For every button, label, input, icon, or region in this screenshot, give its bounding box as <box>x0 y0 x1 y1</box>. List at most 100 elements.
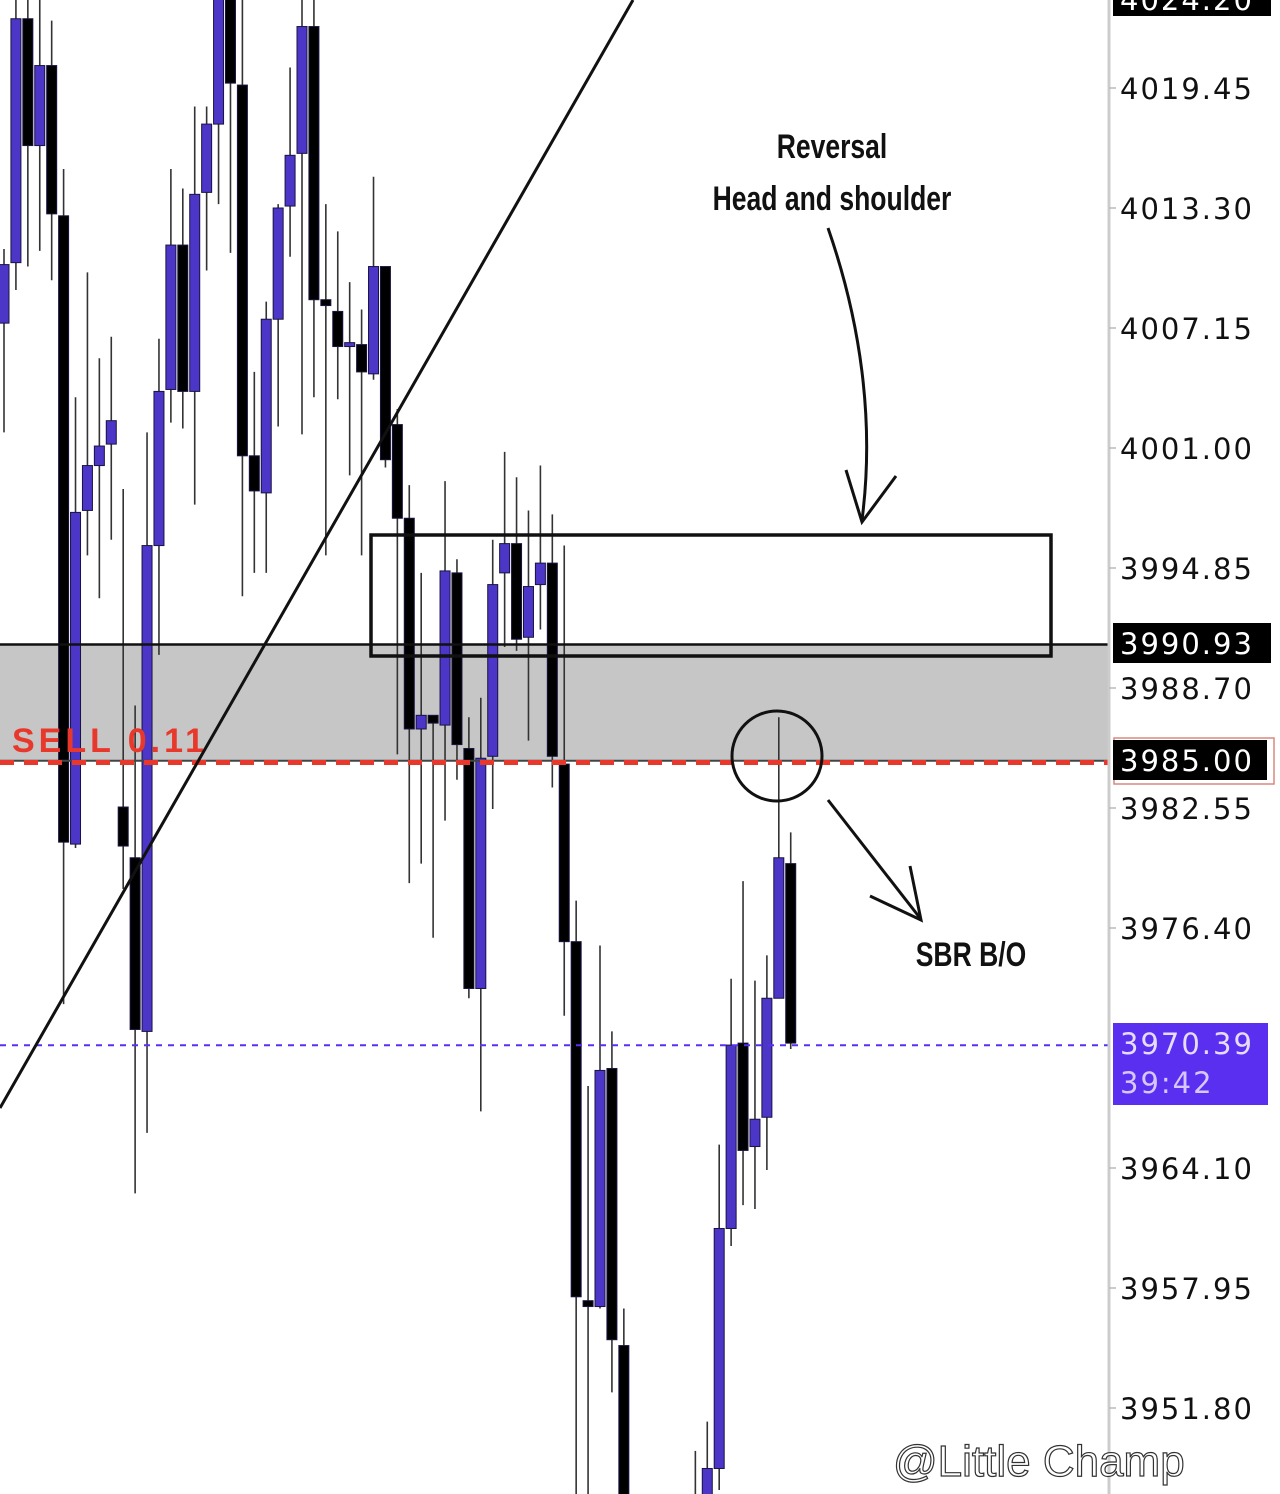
candle <box>475 697 487 1112</box>
reversal-zone-box[interactable] <box>369 533 1053 658</box>
candle <box>153 338 165 655</box>
candle-body-bullish <box>439 570 451 726</box>
candle-body-bearish <box>177 244 189 392</box>
annotation-head-and-shoulder: Head and shoulder <box>713 180 952 218</box>
candle <box>451 559 463 780</box>
breakout-arrow-icon <box>826 799 922 919</box>
candle <box>344 282 356 476</box>
candle <box>618 1308 630 1494</box>
candle-body-bearish <box>308 26 320 301</box>
candle <box>81 272 93 556</box>
candle <box>117 488 129 889</box>
candle <box>46 20 58 281</box>
current-price-label-bg <box>1113 1023 1268 1105</box>
candle-body-bearish <box>22 18 34 147</box>
candle <box>70 397 82 848</box>
candle <box>499 451 511 648</box>
candle-body-bullish <box>165 244 177 390</box>
candle <box>463 717 475 999</box>
candle-body-bullish <box>153 390 165 547</box>
candle <box>34 0 46 251</box>
candle-body-bearish <box>451 572 463 746</box>
candle-body-bullish <box>415 714 427 730</box>
candle-body-bullish <box>34 65 46 147</box>
sell-price-label-bg <box>1113 740 1267 780</box>
candle <box>177 188 189 429</box>
candle <box>141 432 153 1133</box>
candle <box>713 1144 725 1490</box>
candle-body-bearish <box>582 1300 594 1308</box>
y-tick-label: 3982.55 <box>1120 792 1254 826</box>
candle-body-bullish <box>93 445 105 467</box>
candle-body-bullish <box>368 266 380 375</box>
candle-body-bullish <box>213 0 225 125</box>
annotation-reversal: Reversal <box>777 128 888 166</box>
candle <box>165 168 177 423</box>
candle-body-bullish <box>522 586 534 638</box>
candle-body-bearish <box>320 299 332 307</box>
candle-body-bullish <box>81 465 93 511</box>
candle <box>594 945 606 1309</box>
candle <box>189 106 201 505</box>
candle <box>427 714 439 938</box>
candle-body-bullish <box>475 757 487 989</box>
sell-price-label: 3985.00 <box>1120 744 1254 778</box>
candle <box>0 248 10 433</box>
candle-body-bullish <box>296 26 308 154</box>
candle-body-bullish <box>701 1467 713 1494</box>
candle <box>785 832 797 1049</box>
candle <box>606 1031 618 1393</box>
candle-body-bearish <box>379 266 391 461</box>
candle-body-bearish <box>606 1067 618 1341</box>
candle <box>701 1421 713 1494</box>
candle <box>308 0 320 398</box>
rejection-circle <box>730 709 824 803</box>
resistance-price-label: 3990.93 <box>1120 627 1254 661</box>
candle <box>93 358 105 599</box>
y-tick-label: 3964.10 <box>1120 1152 1254 1186</box>
candle-body-bearish <box>236 84 248 457</box>
candle-body-bearish <box>785 863 797 1044</box>
candle <box>10 0 22 290</box>
candle-body-bullish <box>70 511 82 845</box>
candle-body-bearish <box>391 424 403 519</box>
candle-body-bullish <box>761 997 773 1118</box>
watermark: @Little Champ <box>893 1437 1185 1486</box>
candle <box>224 0 236 253</box>
candle-body-bullish <box>713 1227 725 1469</box>
down-arrow-icon <box>826 227 869 521</box>
current-price-label: 3970.39 <box>1120 1027 1254 1061</box>
candle <box>284 67 296 257</box>
trendline[interactable] <box>0 0 635 1109</box>
candle-body-bullish <box>725 1044 737 1229</box>
y-tick-label: 3994.85 <box>1120 552 1254 586</box>
candle <box>58 168 70 1005</box>
candle-body-bearish <box>332 310 344 348</box>
sell-order-label: SELL 0.11 <box>12 722 208 760</box>
candle <box>236 0 248 597</box>
y-tick-label: 3988.70 <box>1120 672 1254 706</box>
candle-body-bearish <box>511 543 523 640</box>
candle <box>22 0 34 267</box>
candle <box>737 881 749 1206</box>
y-tick-label: 3976.40 <box>1120 912 1254 946</box>
candle <box>749 980 761 1209</box>
candle-body-bearish <box>117 806 129 847</box>
candle-body-bearish <box>546 562 558 757</box>
candle <box>534 465 546 630</box>
candle <box>546 514 558 788</box>
candle-body-bearish <box>129 857 141 1030</box>
candle <box>694 1450 697 1494</box>
candle <box>522 510 534 741</box>
y-tick-label: 4007.15 <box>1120 312 1254 346</box>
candle <box>368 176 380 380</box>
candle-body-bullish <box>344 342 356 348</box>
top-price-label: 4024.20 <box>1120 0 1254 17</box>
y-tick-label: 4013.30 <box>1120 192 1254 226</box>
candle-body-bearish <box>618 1345 630 1494</box>
candle-body-bullish <box>105 420 117 445</box>
candle <box>129 705 141 1194</box>
candle <box>415 572 427 864</box>
candle <box>296 0 308 435</box>
candle <box>582 1086 594 1494</box>
